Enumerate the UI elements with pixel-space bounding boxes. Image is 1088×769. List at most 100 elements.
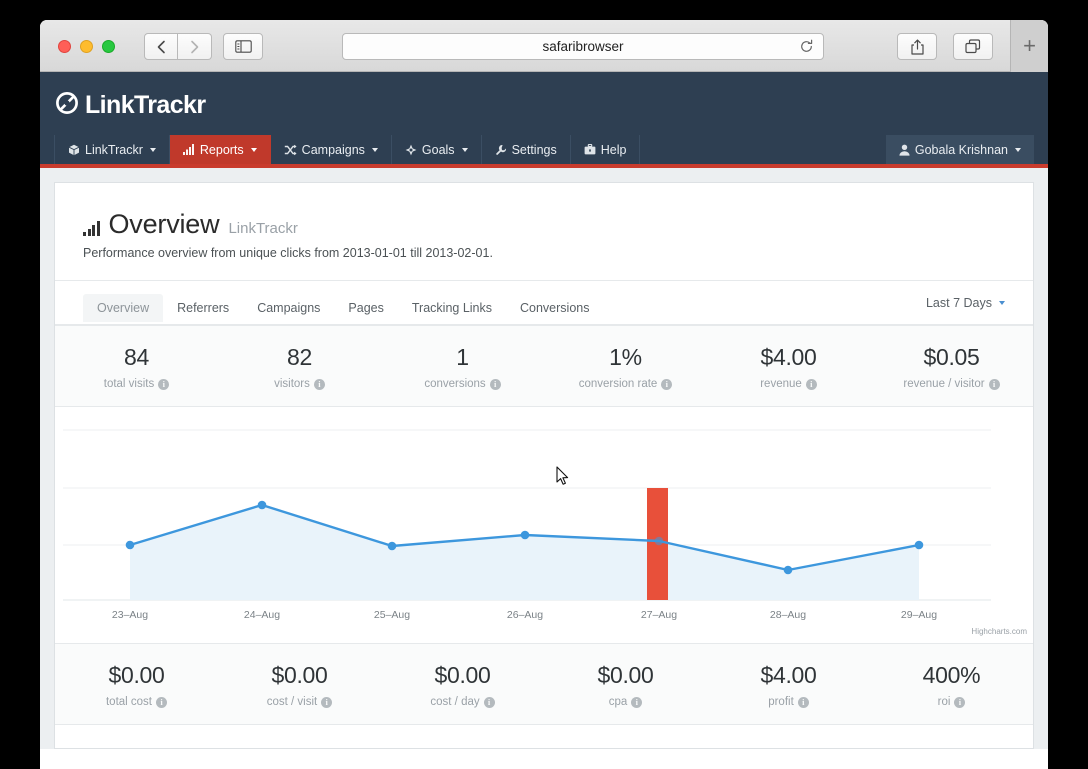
metrics-row-top: 84 total visits i 82 visitors i 1 conversi… [55, 325, 1033, 407]
metric-value: 400% [922, 662, 981, 688]
chart-x-axis-labels: 23–Aug 24–Aug 25–Aug 26–Aug 27–Aug 28–Au… [112, 609, 937, 621]
metric-value: $0.00 [434, 662, 491, 688]
nav-item-goals[interactable]: Goals [392, 135, 482, 164]
metric-label: roi i [870, 696, 1033, 708]
url-bar[interactable]: safaribrowser [342, 33, 824, 60]
info-icon[interactable]: i [489, 378, 501, 390]
date-range-label: Last 7 Days [925, 296, 992, 310]
metric-label: revenue / visitor i [870, 378, 1033, 390]
sidebar-toggle-button[interactable] [223, 33, 263, 60]
chevron-down-icon [250, 147, 257, 152]
brand-name: LinkTrackr [85, 91, 206, 119]
tab-label: Overview [97, 300, 150, 315]
chevron-down-icon [461, 147, 468, 152]
metric-visitors: 82 visitors i [218, 344, 381, 390]
tab-label: Campaigns [257, 300, 321, 315]
tab-conversions[interactable]: Conversions [506, 294, 603, 322]
info-icon[interactable]: i [483, 696, 495, 708]
nav-item-label: Help [600, 142, 627, 157]
cube-icon [68, 144, 80, 156]
x-tick-label: 28–Aug [770, 609, 806, 621]
metric-cpa: $0.00 cpa i [544, 662, 707, 708]
overview-chart[interactable]: 23–Aug 24–Aug 25–Aug 26–Aug 27–Aug 28–Au… [55, 407, 1033, 643]
tab-label: Pages [348, 300, 384, 315]
metric-label: visitors i [218, 378, 381, 390]
reload-icon[interactable] [799, 39, 814, 59]
minimize-window-button[interactable] [80, 40, 93, 53]
chevron-down-icon [371, 147, 378, 152]
tab-tracking-links[interactable]: Tracking Links [398, 294, 506, 322]
page-body: Overview LinkTrackr Performance overview… [40, 168, 1048, 749]
tab-label: Tracking Links [411, 300, 492, 315]
metric-label: cpa i [544, 696, 707, 708]
info-icon[interactable]: i [321, 696, 333, 708]
info-icon[interactable]: i [156, 696, 168, 708]
metric-value: $0.00 [271, 662, 328, 688]
page-description: Performance overview from unique clicks … [83, 246, 493, 260]
metric-profit: $4.00 profit i [707, 662, 870, 708]
metric-conversion-rate: 1% conversion rate i [544, 344, 707, 390]
metric-cost-per-day: $0.00 cost / day i [381, 662, 544, 708]
page-title-row: Overview LinkTrackr [83, 209, 1005, 240]
tab-referrers[interactable]: Referrers [163, 294, 243, 322]
metric-label: revenue i [707, 378, 870, 390]
info-icon[interactable]: i [954, 696, 966, 708]
user-icon [899, 144, 910, 156]
page-header: Overview LinkTrackr Performance overview… [55, 183, 1033, 281]
maximize-window-button[interactable] [102, 40, 115, 53]
new-tab-button[interactable]: + [1010, 20, 1048, 72]
app-header: LinkTrackr LinkTrackr Reports [40, 72, 1048, 168]
close-window-button[interactable] [58, 40, 71, 53]
forward-button[interactable] [178, 33, 212, 60]
tab-campaigns[interactable]: Campaigns [243, 294, 334, 322]
metric-label: cost / day i [381, 696, 544, 708]
nav-item-settings[interactable]: Settings [482, 135, 571, 164]
user-menu[interactable]: Gobala Krishnan [885, 135, 1034, 164]
metric-label: cost / visit i [218, 696, 381, 708]
metric-value: 1% [609, 344, 642, 370]
briefcase-icon [584, 144, 596, 155]
info-icon[interactable]: i [988, 378, 1000, 390]
nav-item-reports[interactable]: Reports [169, 135, 271, 164]
tab-overview[interactable]: Overview [83, 293, 164, 322]
metric-revenue: $4.00 revenue i [707, 344, 870, 390]
url-text: safaribrowser [542, 39, 624, 54]
metric-value: $0.00 [597, 662, 654, 688]
date-range-selector[interactable]: Last 7 Days [926, 296, 1005, 310]
chevron-left-icon [157, 40, 165, 53]
x-tick-label: 23–Aug [112, 609, 148, 621]
nav-item-label: Goals [421, 142, 455, 157]
metric-label: profit i [707, 696, 870, 708]
tab-label: Conversions [520, 300, 590, 315]
show-tabs-button[interactable] [953, 33, 993, 60]
chart-credits[interactable]: Highcharts.com [971, 627, 1027, 636]
user-menu-label: Gobala Krishnan [914, 142, 1008, 157]
x-tick-label: 29–Aug [901, 609, 937, 621]
crosshair-icon [405, 144, 417, 156]
x-tick-label: 26–Aug [507, 609, 543, 621]
main-navigation: LinkTrackr Reports [40, 135, 1048, 168]
nav-item-help[interactable]: Help [571, 135, 641, 164]
chevron-down-icon [1015, 147, 1021, 152]
nav-item-label: Reports [199, 142, 244, 157]
tab-pages[interactable]: Pages [334, 294, 397, 322]
metric-value: $4.00 [760, 344, 817, 370]
info-icon[interactable]: i [313, 378, 325, 390]
shuffle-icon [284, 144, 297, 156]
info-icon[interactable]: i [158, 378, 170, 390]
share-button[interactable] [897, 33, 937, 60]
x-tick-label: 24–Aug [244, 609, 280, 621]
brand-logo[interactable]: LinkTrackr [40, 90, 1048, 135]
sidebar-icon [234, 40, 252, 53]
info-icon[interactable]: i [805, 378, 817, 390]
nav-item-campaigns[interactable]: Campaigns [271, 135, 392, 164]
info-icon[interactable]: i [661, 378, 673, 390]
nav-item-linktrackr[interactable]: LinkTrackr [54, 135, 170, 164]
metric-label: total cost i [55, 696, 218, 708]
wrench-icon [495, 144, 507, 156]
info-icon[interactable]: i [797, 696, 809, 708]
info-icon[interactable]: i [631, 696, 643, 708]
back-button[interactable] [144, 33, 178, 60]
x-tick-label: 25–Aug [374, 609, 410, 621]
metric-cost-per-visit: $0.00 cost / visit i [218, 662, 381, 708]
